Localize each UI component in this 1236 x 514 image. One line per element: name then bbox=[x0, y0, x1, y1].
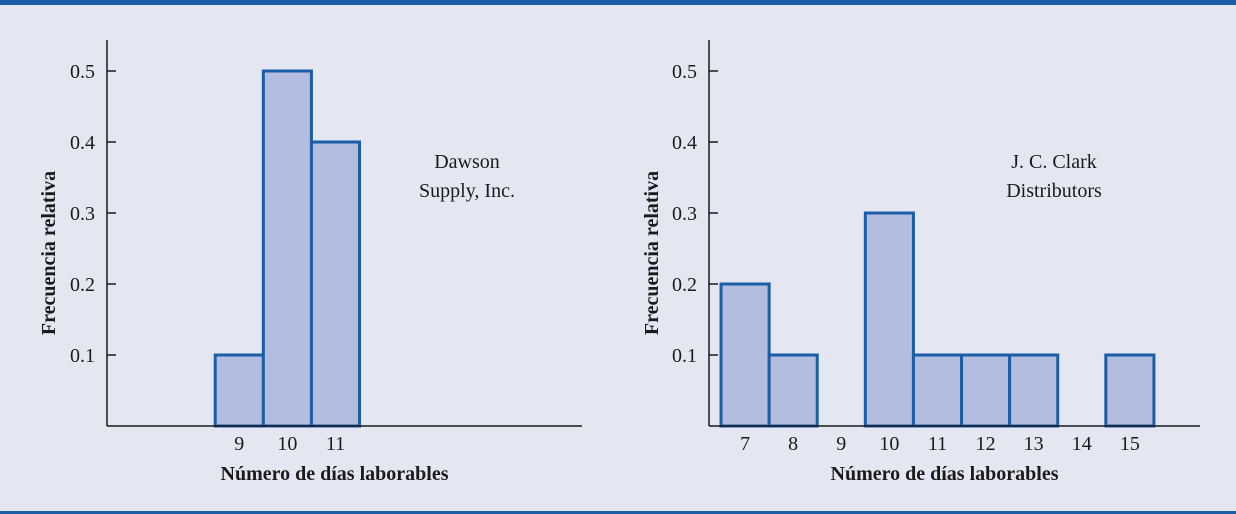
series-annotation-line: Supply, Inc. bbox=[419, 180, 515, 202]
chart-dawson-supply: 0.1 0.2 0.3 0.4 0.5 9 10 11 Número de días labor… bbox=[38, 40, 582, 485]
x-tick-label: 14 bbox=[1072, 433, 1092, 455]
x-tick-label: 11 bbox=[928, 433, 947, 455]
bar-10 bbox=[261, 69, 313, 428]
y-axis-title: Frecuencia relativa bbox=[641, 171, 663, 335]
y-axis-title: Frecuencia relativa bbox=[38, 171, 60, 335]
x-tick-label: 8 bbox=[788, 433, 798, 455]
bar-13 bbox=[1008, 353, 1060, 428]
x-tick-label: 9 bbox=[234, 433, 244, 455]
y-tick-label: 0.5 bbox=[70, 61, 95, 83]
x-axis-title: Número de días laborables bbox=[831, 463, 1059, 485]
x-tick-label: 11 bbox=[326, 433, 345, 455]
series-annotation-line: Dawson bbox=[434, 151, 500, 173]
bar-11 bbox=[309, 140, 362, 428]
series-annotation-line: J. C. Clark bbox=[1011, 151, 1097, 173]
y-tick-label: 0.4 bbox=[672, 132, 697, 154]
y-tick-label: 0.5 bbox=[672, 61, 697, 83]
y-tick-label: 0.4 bbox=[70, 132, 95, 154]
bar-8 bbox=[767, 353, 819, 428]
x-tick-label: 10 bbox=[277, 433, 297, 455]
chart-jc-clark: 0.1 0.2 0.3 0.4 0.5 7 8 9 10 11 12 13 14 15 Número de … bbox=[641, 40, 1200, 485]
x-tick-label: 13 bbox=[1024, 433, 1044, 455]
bar-9 bbox=[213, 353, 265, 428]
series-annotation-line: Distributors bbox=[1006, 180, 1102, 202]
y-tick-label: 0.1 bbox=[672, 345, 697, 367]
bar-10 bbox=[863, 211, 915, 428]
bar-11 bbox=[911, 353, 964, 428]
y-tick-label: 0.1 bbox=[70, 345, 95, 367]
x-tick-label: 10 bbox=[879, 433, 899, 455]
x-tick-label: 7 bbox=[740, 433, 750, 455]
bar-7 bbox=[719, 282, 771, 428]
y-tick-label: 0.2 bbox=[70, 274, 95, 296]
y-tick-label: 0.3 bbox=[672, 203, 697, 225]
y-tick-label: 0.2 bbox=[672, 274, 697, 296]
x-tick-label: 12 bbox=[976, 433, 996, 455]
x-axis-title: Número de días laborables bbox=[221, 463, 449, 485]
x-tick-label: 9 bbox=[836, 433, 846, 455]
y-tick-label: 0.3 bbox=[70, 203, 95, 225]
bar-12 bbox=[960, 353, 1012, 428]
x-tick-label: 15 bbox=[1120, 433, 1140, 455]
bar-15 bbox=[1104, 353, 1156, 428]
